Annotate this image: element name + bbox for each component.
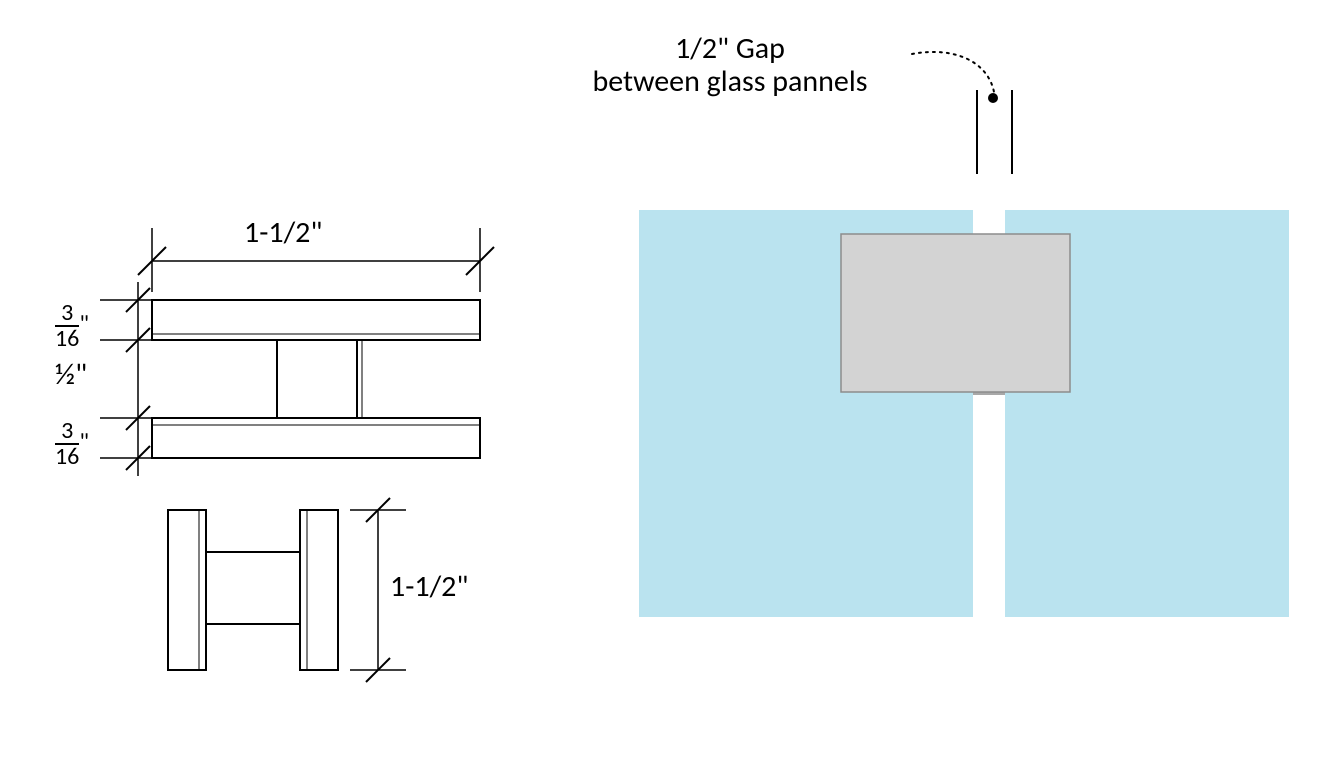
glass-clip [841,234,1070,392]
technical-drawing [0,0,1336,768]
leader-arc [912,52,994,92]
gap-dot [988,93,998,103]
